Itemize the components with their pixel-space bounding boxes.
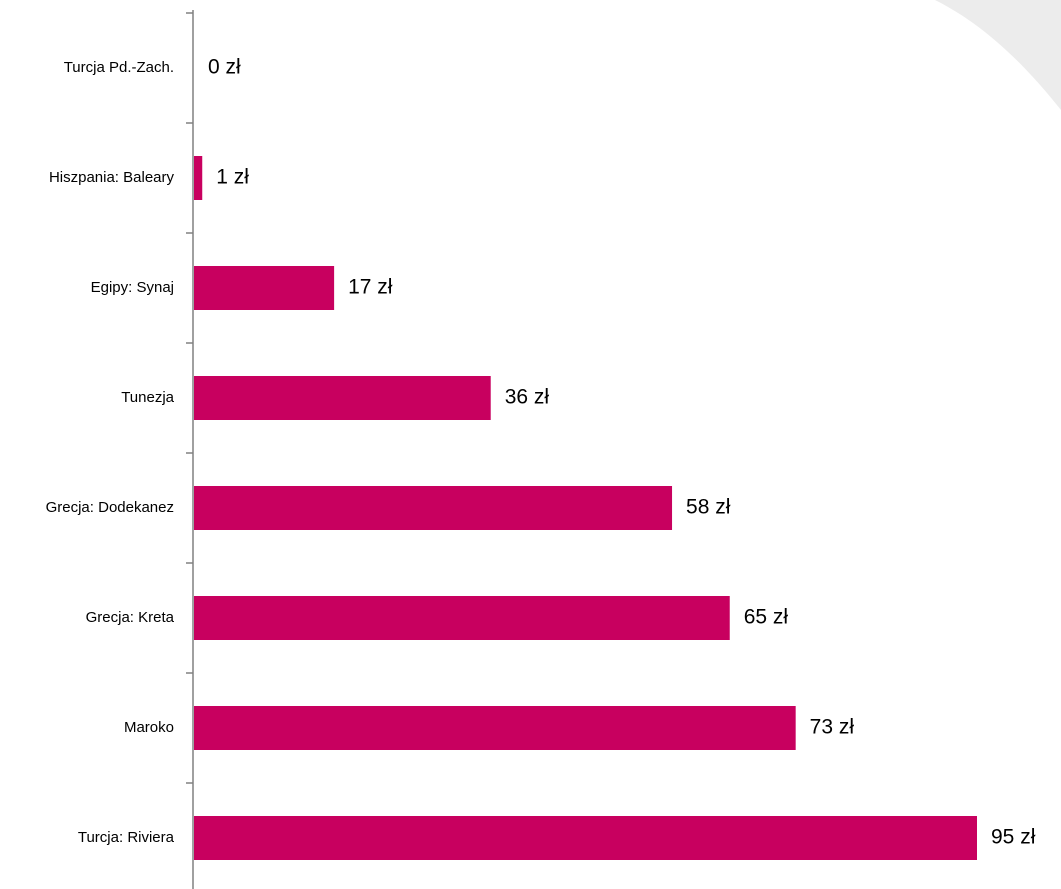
bar: [194, 266, 335, 310]
bar: [194, 816, 977, 860]
value-label: 1 zł: [216, 166, 249, 189]
value-labels: 0 zł 1 zł 17 zł 36 zł 58 zł 65 zł 73 zł 95 zł: [208, 56, 1036, 849]
bar: [194, 486, 673, 530]
category-label: Turcja: Riviera: [78, 829, 175, 846]
bar: [194, 706, 796, 750]
background-arc-decoration: [825, 0, 1061, 110]
bar: [194, 596, 730, 640]
value-label: 73 zł: [810, 716, 855, 739]
category-labels: Turcja Pd.-Zach. Hiszpania: Baleary Egipy:…: [46, 59, 175, 846]
value-label: 95 zł: [991, 826, 1036, 849]
value-label: 17 zł: [348, 276, 393, 299]
bar: [194, 376, 491, 420]
category-label: Hiszpania: Baleary: [49, 169, 175, 186]
category-axis: [186, 10, 194, 889]
value-label: 0 zł: [208, 56, 241, 79]
value-label: 58 zł: [686, 496, 731, 519]
category-label: Maroko: [124, 719, 174, 736]
bars-group: [194, 156, 977, 860]
category-label: Grecja: Kreta: [86, 609, 175, 626]
category-label: Grecja: Dodekanez: [46, 499, 174, 516]
category-label: Turcja Pd.-Zach.: [64, 59, 174, 76]
category-label: Egipy: Synaj: [91, 279, 174, 296]
category-label: Tunezja: [121, 389, 174, 406]
value-label: 36 zł: [505, 386, 550, 409]
bar: [194, 156, 203, 200]
value-label: 65 zł: [744, 606, 789, 629]
